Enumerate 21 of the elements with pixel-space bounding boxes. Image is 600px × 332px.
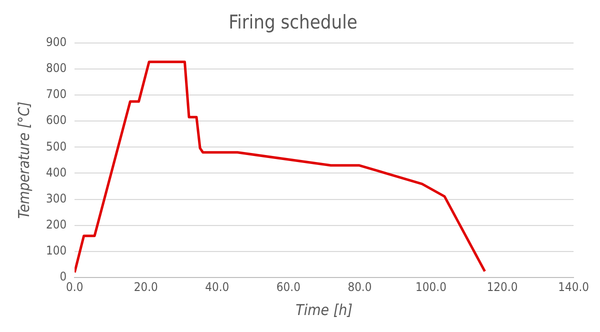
- y-tick-label: 300: [46, 191, 67, 206]
- y-tick-label: 500: [46, 139, 67, 154]
- y-tick-label: 800: [46, 61, 67, 76]
- x-tick-label: 20.0: [134, 280, 158, 294]
- y-tick-label: 400: [46, 165, 67, 180]
- x-tick-label: 100.0: [416, 280, 447, 294]
- x-tick-label: 80.0: [348, 280, 372, 294]
- y-axis-title: Temperature [°C]: [14, 102, 33, 219]
- y-tick-label: 200: [46, 218, 67, 232]
- y-tick-label: 600: [46, 113, 67, 128]
- x-tick-label: 60.0: [276, 280, 301, 294]
- x-tick-label: 40.0: [205, 280, 230, 294]
- x-tick-label: 140.0: [558, 280, 590, 294]
- x-axis-title: Time [h]: [296, 300, 352, 319]
- y-tick-label: 0: [60, 270, 67, 284]
- y-tick-label: 700: [46, 87, 67, 102]
- y-tick-label: 900: [46, 34, 67, 49]
- x-tick-label: 120.0: [486, 280, 518, 294]
- chart-title: Firing schedule: [228, 11, 358, 34]
- x-tick-label: 0.0: [66, 280, 84, 294]
- y-tick-label: 100: [46, 244, 67, 258]
